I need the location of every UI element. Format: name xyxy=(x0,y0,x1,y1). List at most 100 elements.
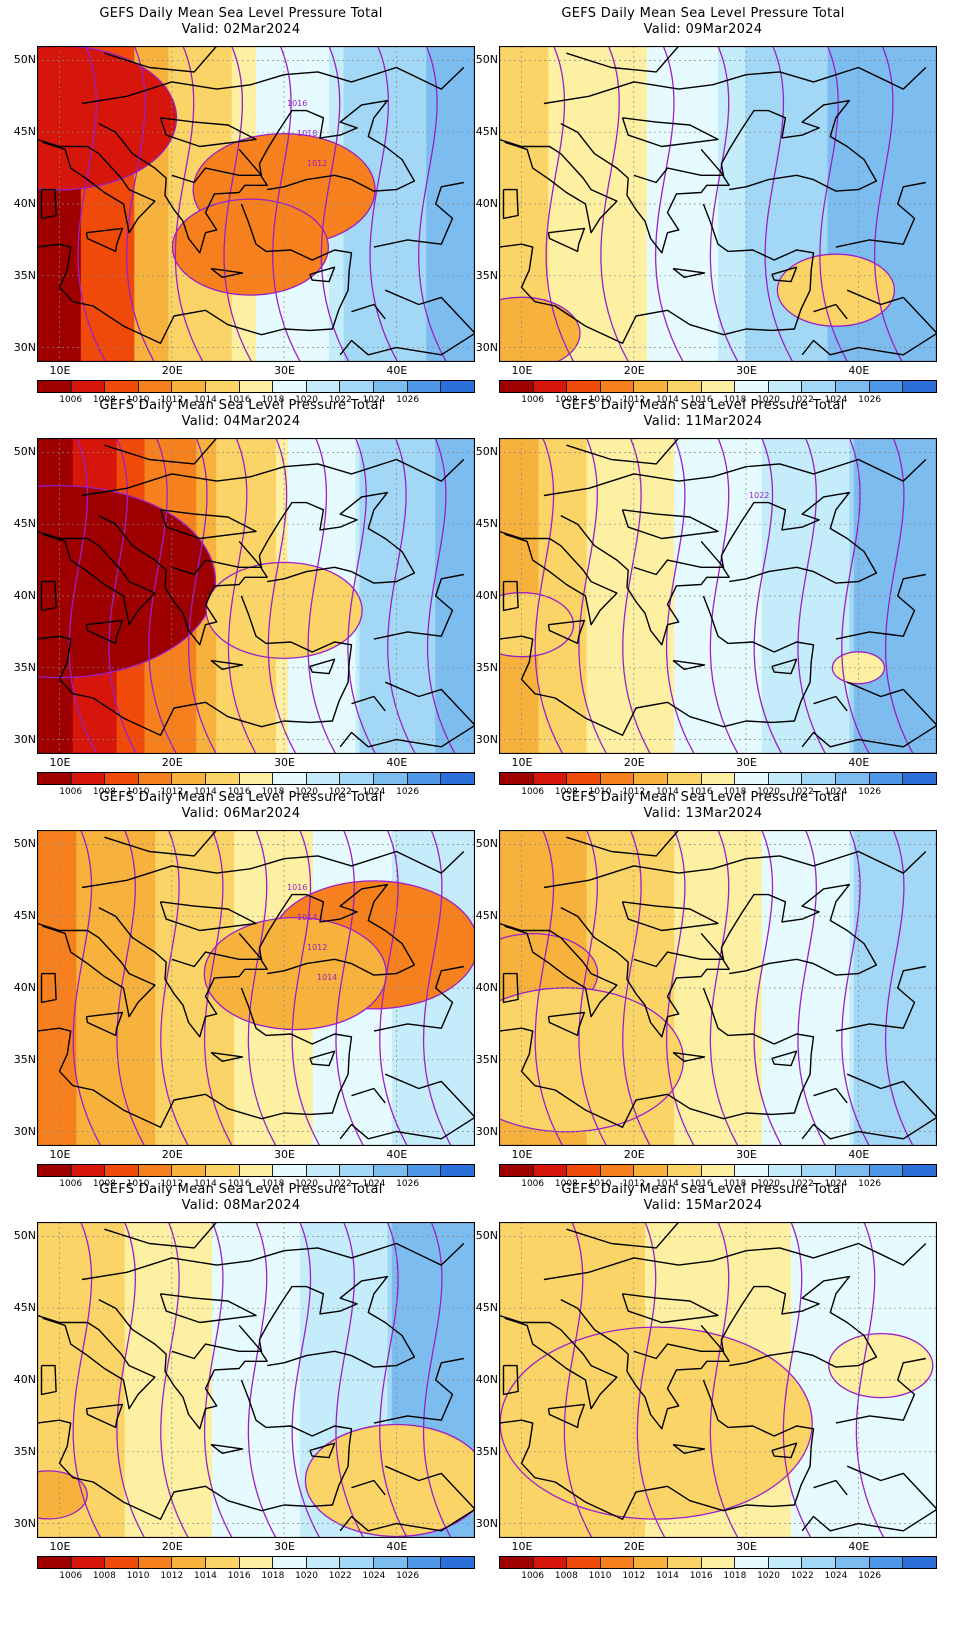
colorbar xyxy=(37,1164,475,1177)
colorbar xyxy=(37,380,475,393)
colorbar-swatch xyxy=(836,381,870,392)
colorbar-swatch xyxy=(441,381,474,392)
coastline xyxy=(40,580,57,612)
colorbar-label: 1020 xyxy=(295,1571,318,1581)
isobar-line xyxy=(126,46,155,362)
coastline xyxy=(621,117,719,148)
pressure-band xyxy=(426,46,475,362)
coastline xyxy=(104,830,218,857)
colorbar-swatch xyxy=(600,1557,635,1568)
colorbar-label: 1018 xyxy=(261,1179,285,1189)
coastline xyxy=(633,540,725,576)
colorbar-swatch xyxy=(239,1557,274,1568)
coastline xyxy=(813,695,848,712)
isobar-label: 1014 xyxy=(297,913,317,922)
pressure-cell xyxy=(171,198,330,296)
colorbar-swatch xyxy=(38,381,72,392)
colorbar-label: 1022 xyxy=(328,395,352,405)
pressure-map xyxy=(499,830,937,1146)
coastline xyxy=(672,1051,706,1063)
colorbar-swatch xyxy=(500,1165,534,1176)
map-panel: GEFS Daily Mean Sea Level Pressure Total… xyxy=(0,392,482,802)
colorbar-swatch xyxy=(138,381,173,392)
lat-tick-label: 40N xyxy=(475,981,498,994)
coastline xyxy=(499,1379,815,1520)
isobar-line xyxy=(116,1222,146,1538)
isobar-label: 1014 xyxy=(317,973,337,982)
coastline xyxy=(543,66,927,105)
panel-valid-date: Valid: 15Mar2024 xyxy=(643,1198,763,1213)
isobar-line xyxy=(187,438,217,754)
colorbar-label: 1014 xyxy=(194,1571,217,1581)
isobar-line xyxy=(203,1222,233,1538)
coastline xyxy=(373,573,464,640)
isobar-line xyxy=(68,438,98,754)
colorbar-swatch xyxy=(172,381,207,392)
lat-tick-label: 35N xyxy=(475,660,498,674)
colorbar-label: 1012 xyxy=(622,1179,646,1189)
colorbar-swatch xyxy=(273,1557,307,1568)
isobar-label: 1016 xyxy=(287,99,307,108)
isobar-line xyxy=(379,830,408,1146)
lon-tick-label: 10E xyxy=(511,1148,533,1161)
pressure-cell xyxy=(304,1423,475,1538)
lon-tick-label: 20E xyxy=(623,1148,645,1161)
colorbar-label: 1012 xyxy=(160,787,184,797)
colorbar-label: 1018 xyxy=(723,1179,747,1189)
isobar-line xyxy=(884,830,914,1146)
lon-tick-label: 20E xyxy=(161,756,183,769)
colorbar-swatch xyxy=(206,381,240,392)
coastline xyxy=(502,1364,519,1396)
colorbar-label: 1016 xyxy=(689,1179,713,1189)
isobar-line xyxy=(534,438,564,754)
colorbar-swatch xyxy=(903,1165,936,1176)
map-panel: GEFS Daily Mean Sea Level Pressure Total… xyxy=(462,1176,944,1586)
colorbar-label: 1014 xyxy=(656,395,679,405)
colorbar-swatch xyxy=(567,773,601,784)
coastline xyxy=(499,530,618,626)
colorbar-label: 1022 xyxy=(328,1179,352,1189)
colorbar-swatch xyxy=(374,1557,408,1568)
coastline xyxy=(560,491,878,646)
colorbar-swatch xyxy=(138,1165,173,1176)
colorbar-swatch xyxy=(533,773,568,784)
lon-tick-label: 30E xyxy=(736,756,758,769)
colorbar-swatch xyxy=(869,773,904,784)
coastline xyxy=(502,580,519,612)
coastline xyxy=(81,458,465,497)
coastline xyxy=(159,509,257,540)
coastline xyxy=(339,289,475,356)
lat-tick-label: 45N xyxy=(475,1301,498,1315)
lat-tick-label: 50N xyxy=(475,445,498,459)
pressure-map xyxy=(37,438,475,754)
panel-valid-date: Valid: 13Mar2024 xyxy=(643,806,763,821)
pressure-cell xyxy=(37,1470,88,1520)
colorbar-swatch xyxy=(105,1557,139,1568)
pressure-cell xyxy=(37,484,217,679)
coastline xyxy=(85,227,124,253)
colorbar-swatch xyxy=(735,1557,769,1568)
colorbar-label: 1014 xyxy=(656,787,679,797)
colorbar-swatch xyxy=(306,1557,341,1568)
coastline xyxy=(351,1479,386,1496)
lat-tick-label: 35N xyxy=(13,1052,36,1066)
lon-tick-label: 10E xyxy=(49,364,71,377)
coastline xyxy=(771,266,798,283)
coastline xyxy=(621,1293,719,1324)
colorbar-label: 1024 xyxy=(824,1179,848,1189)
lat-tick-label: 45N xyxy=(13,125,36,139)
lon-tick-label: 30E xyxy=(736,1148,758,1161)
colorbar-swatch xyxy=(138,1557,173,1568)
pressure-map: 1016 1018 1012 xyxy=(37,46,475,362)
lat-tick-label: 30N xyxy=(13,340,36,354)
colorbar-label: 1008 xyxy=(554,787,578,797)
lon-tick-label: 40E xyxy=(848,756,870,769)
colorbar-label: 1020 xyxy=(757,1179,780,1189)
colorbar-label: 1026 xyxy=(396,395,420,405)
colorbar-swatch xyxy=(138,773,173,784)
coastline xyxy=(351,695,386,712)
lon-tick-label: 40E xyxy=(848,364,870,377)
coastline xyxy=(85,619,124,645)
coastline xyxy=(499,1314,618,1410)
map-panel: GEFS Daily Mean Sea Level Pressure Total… xyxy=(462,784,944,1194)
